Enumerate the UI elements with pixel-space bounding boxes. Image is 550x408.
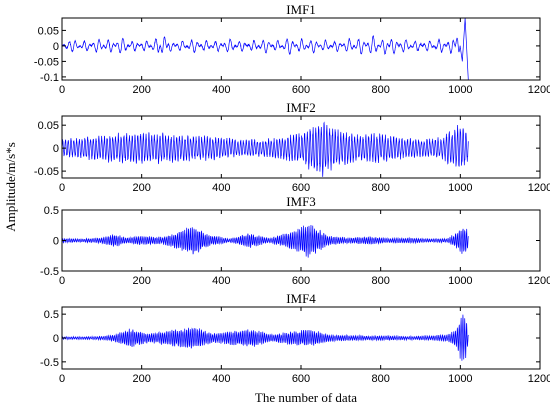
x-tick-label: 800 [371, 275, 389, 287]
x-tick-label: 800 [371, 84, 389, 96]
x-tick-label: 200 [132, 84, 150, 96]
x-tick-label: 1000 [448, 373, 472, 385]
x-tick-label: 1000 [448, 84, 472, 96]
y-tick-label: 0 [53, 143, 59, 155]
panel-4-title: IMF4 [286, 291, 316, 306]
x-tick-label: 600 [292, 275, 310, 287]
y-tick-label: -0.05 [34, 56, 59, 68]
x-tick-label: 1200 [528, 275, 550, 287]
panel-1: IMF1 0 200 400 600 800 1000 1200 0.05 0 -0.05 -0.1 [34, 2, 550, 96]
y-tick-label: -0.1 [40, 72, 59, 84]
y-tick-label: 0.05 [38, 25, 59, 37]
x-tick-label: 600 [292, 373, 310, 385]
y-tick-label: -0.5 [40, 357, 59, 369]
x-tick-label: 400 [212, 275, 230, 287]
y-axis-label: Amplitude/m/s*s [3, 142, 18, 232]
x-tick-label: 0 [59, 373, 65, 385]
x-tick-label: 1000 [448, 275, 472, 287]
x-tick-label: 200 [132, 275, 150, 287]
x-tick-label: 400 [212, 182, 230, 194]
x-tick-label: 600 [292, 84, 310, 96]
panel-1-title: IMF1 [286, 2, 316, 17]
y-tick-label: 0 [53, 236, 59, 248]
x-tick-label: 800 [371, 182, 389, 194]
x-tick-label: 1000 [448, 182, 472, 194]
panel-3-title: IMF3 [286, 194, 316, 209]
panel-3-signal-line [61, 225, 469, 258]
y-tick-label: 0 [53, 41, 59, 53]
x-tick-label: 200 [132, 182, 150, 194]
x-tick-label: 0 [59, 84, 65, 96]
x-axis-label: The number of data [255, 390, 357, 405]
x-tick-label: 400 [212, 84, 230, 96]
y-tick-label: -0.05 [34, 166, 59, 178]
x-tick-label: 1200 [528, 182, 550, 194]
y-tick-label: 0.05 [38, 120, 59, 132]
x-tick-label: 400 [212, 373, 230, 385]
x-tick-label: 200 [132, 373, 150, 385]
panel-2-signal-line [61, 121, 469, 177]
x-tick-label: 0 [59, 182, 65, 194]
x-tick-label: 1200 [528, 373, 550, 385]
x-tick-label: 0 [59, 275, 65, 287]
y-tick-label: 0.5 [44, 309, 59, 321]
panel-2-title: IMF2 [286, 100, 316, 115]
x-tick-label: 800 [371, 373, 389, 385]
panel-4-signal-line [61, 314, 469, 361]
y-tick-label: -0.5 [40, 266, 59, 278]
x-tick-label: 1200 [528, 84, 550, 96]
x-tick-label: 600 [292, 182, 310, 194]
panel-1-signal-line [61, 17, 469, 81]
y-tick-label: 0 [53, 333, 59, 345]
y-tick-label: 0.5 [44, 205, 59, 217]
